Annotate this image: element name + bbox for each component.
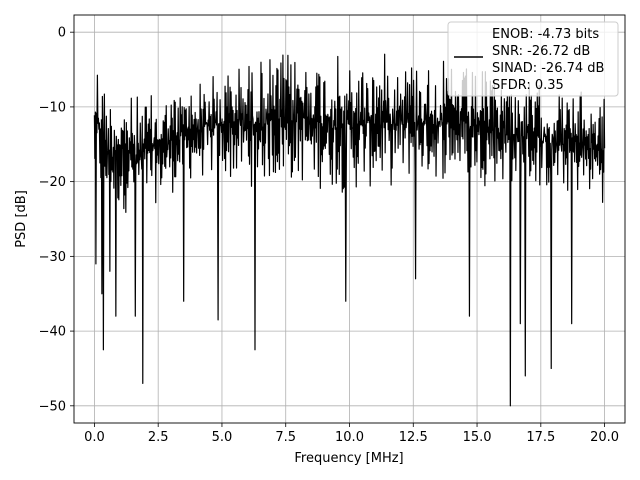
legend-entry-enob: ENOB: -4.73 bits xyxy=(492,27,599,42)
x-tick-label: 17.5 xyxy=(526,430,555,445)
y-tick-label: −40 xyxy=(39,325,66,340)
legend-entry-snr: SNR: -26.72 dB xyxy=(492,44,590,59)
y-tick-label: −10 xyxy=(39,100,66,115)
plot-area xyxy=(93,53,606,407)
x-tick-label: 15.0 xyxy=(463,430,492,445)
x-axis-label: Frequency [MHz] xyxy=(294,451,403,466)
x-tick-label: 12.5 xyxy=(399,430,428,445)
legend-box xyxy=(447,21,619,97)
psd-series-line xyxy=(93,53,606,407)
y-axis-ticks: 0 −10 −20 −30 −40 −50 xyxy=(39,26,74,414)
x-tick-label: 10.0 xyxy=(335,430,364,445)
x-tick-label: 0.0 xyxy=(84,430,105,445)
x-tick-label: 2.5 xyxy=(148,430,169,445)
x-axis-ticks: 0.0 2.5 5.0 7.5 10.0 12.5 15.0 17.5 20.0 xyxy=(84,423,619,445)
x-tick-label: 20.0 xyxy=(590,430,619,445)
x-tick-label: 7.5 xyxy=(275,430,296,445)
legend-entry-sfdr: SFDR: 0.35 xyxy=(492,78,564,93)
legend: ENOB: -4.73 bits SNR: -26.72 dB SINAD: -… xyxy=(447,21,619,97)
y-tick-label: −20 xyxy=(39,175,66,190)
y-tick-label: 0 xyxy=(58,26,66,41)
y-axis-label: PSD [dB] xyxy=(14,190,29,248)
legend-entry-sinad: SINAD: -26.74 dB xyxy=(492,61,604,76)
y-tick-label: −50 xyxy=(39,399,66,414)
y-tick-label: −30 xyxy=(39,250,66,265)
x-tick-label: 5.0 xyxy=(212,430,233,445)
